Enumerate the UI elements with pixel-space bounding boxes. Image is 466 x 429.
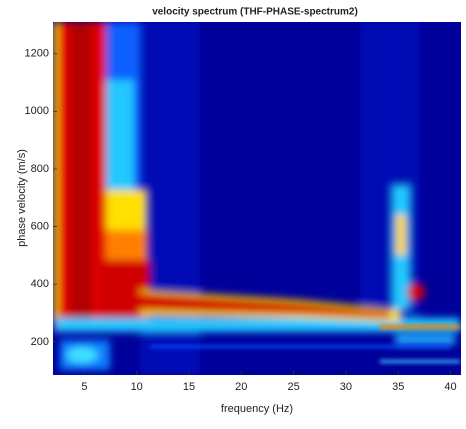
- x-tick-label: 35: [392, 381, 404, 393]
- x-tick-label: 5: [81, 381, 87, 393]
- x-tick-label: 25: [287, 381, 299, 393]
- y-axis-label: phase velocity (m/s): [16, 149, 28, 247]
- x-tick-label: 20: [235, 381, 247, 393]
- y-tick-label: 1000: [25, 105, 49, 117]
- y-tick-label: 400: [31, 278, 49, 290]
- x-tick-label: 15: [183, 381, 195, 393]
- y-tick-label: 200: [31, 336, 49, 348]
- x-tick-label: 10: [131, 381, 143, 393]
- y-tick-label: 600: [31, 221, 49, 233]
- x-tick-label: 30: [340, 381, 352, 393]
- x-tick-label: 40: [444, 381, 456, 393]
- heatmap-image: [53, 22, 461, 375]
- chart-title: velocity spectrum (THF-PHASE-spectrum2): [152, 7, 358, 18]
- x-axis-label: frequency (Hz): [221, 403, 293, 415]
- y-tick-label: 1200: [25, 48, 49, 60]
- y-tick-label: 800: [31, 163, 49, 175]
